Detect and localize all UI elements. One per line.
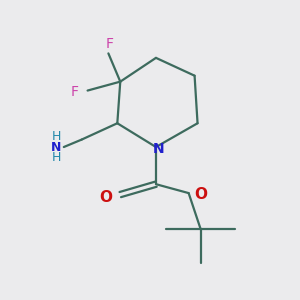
Text: H: H [52, 151, 61, 164]
Text: N: N [153, 142, 165, 156]
Text: F: F [70, 85, 78, 99]
Text: F: F [106, 38, 114, 52]
Text: O: O [194, 187, 207, 202]
Text: H: H [52, 130, 61, 143]
Text: O: O [99, 190, 112, 205]
Text: N: N [51, 140, 62, 154]
